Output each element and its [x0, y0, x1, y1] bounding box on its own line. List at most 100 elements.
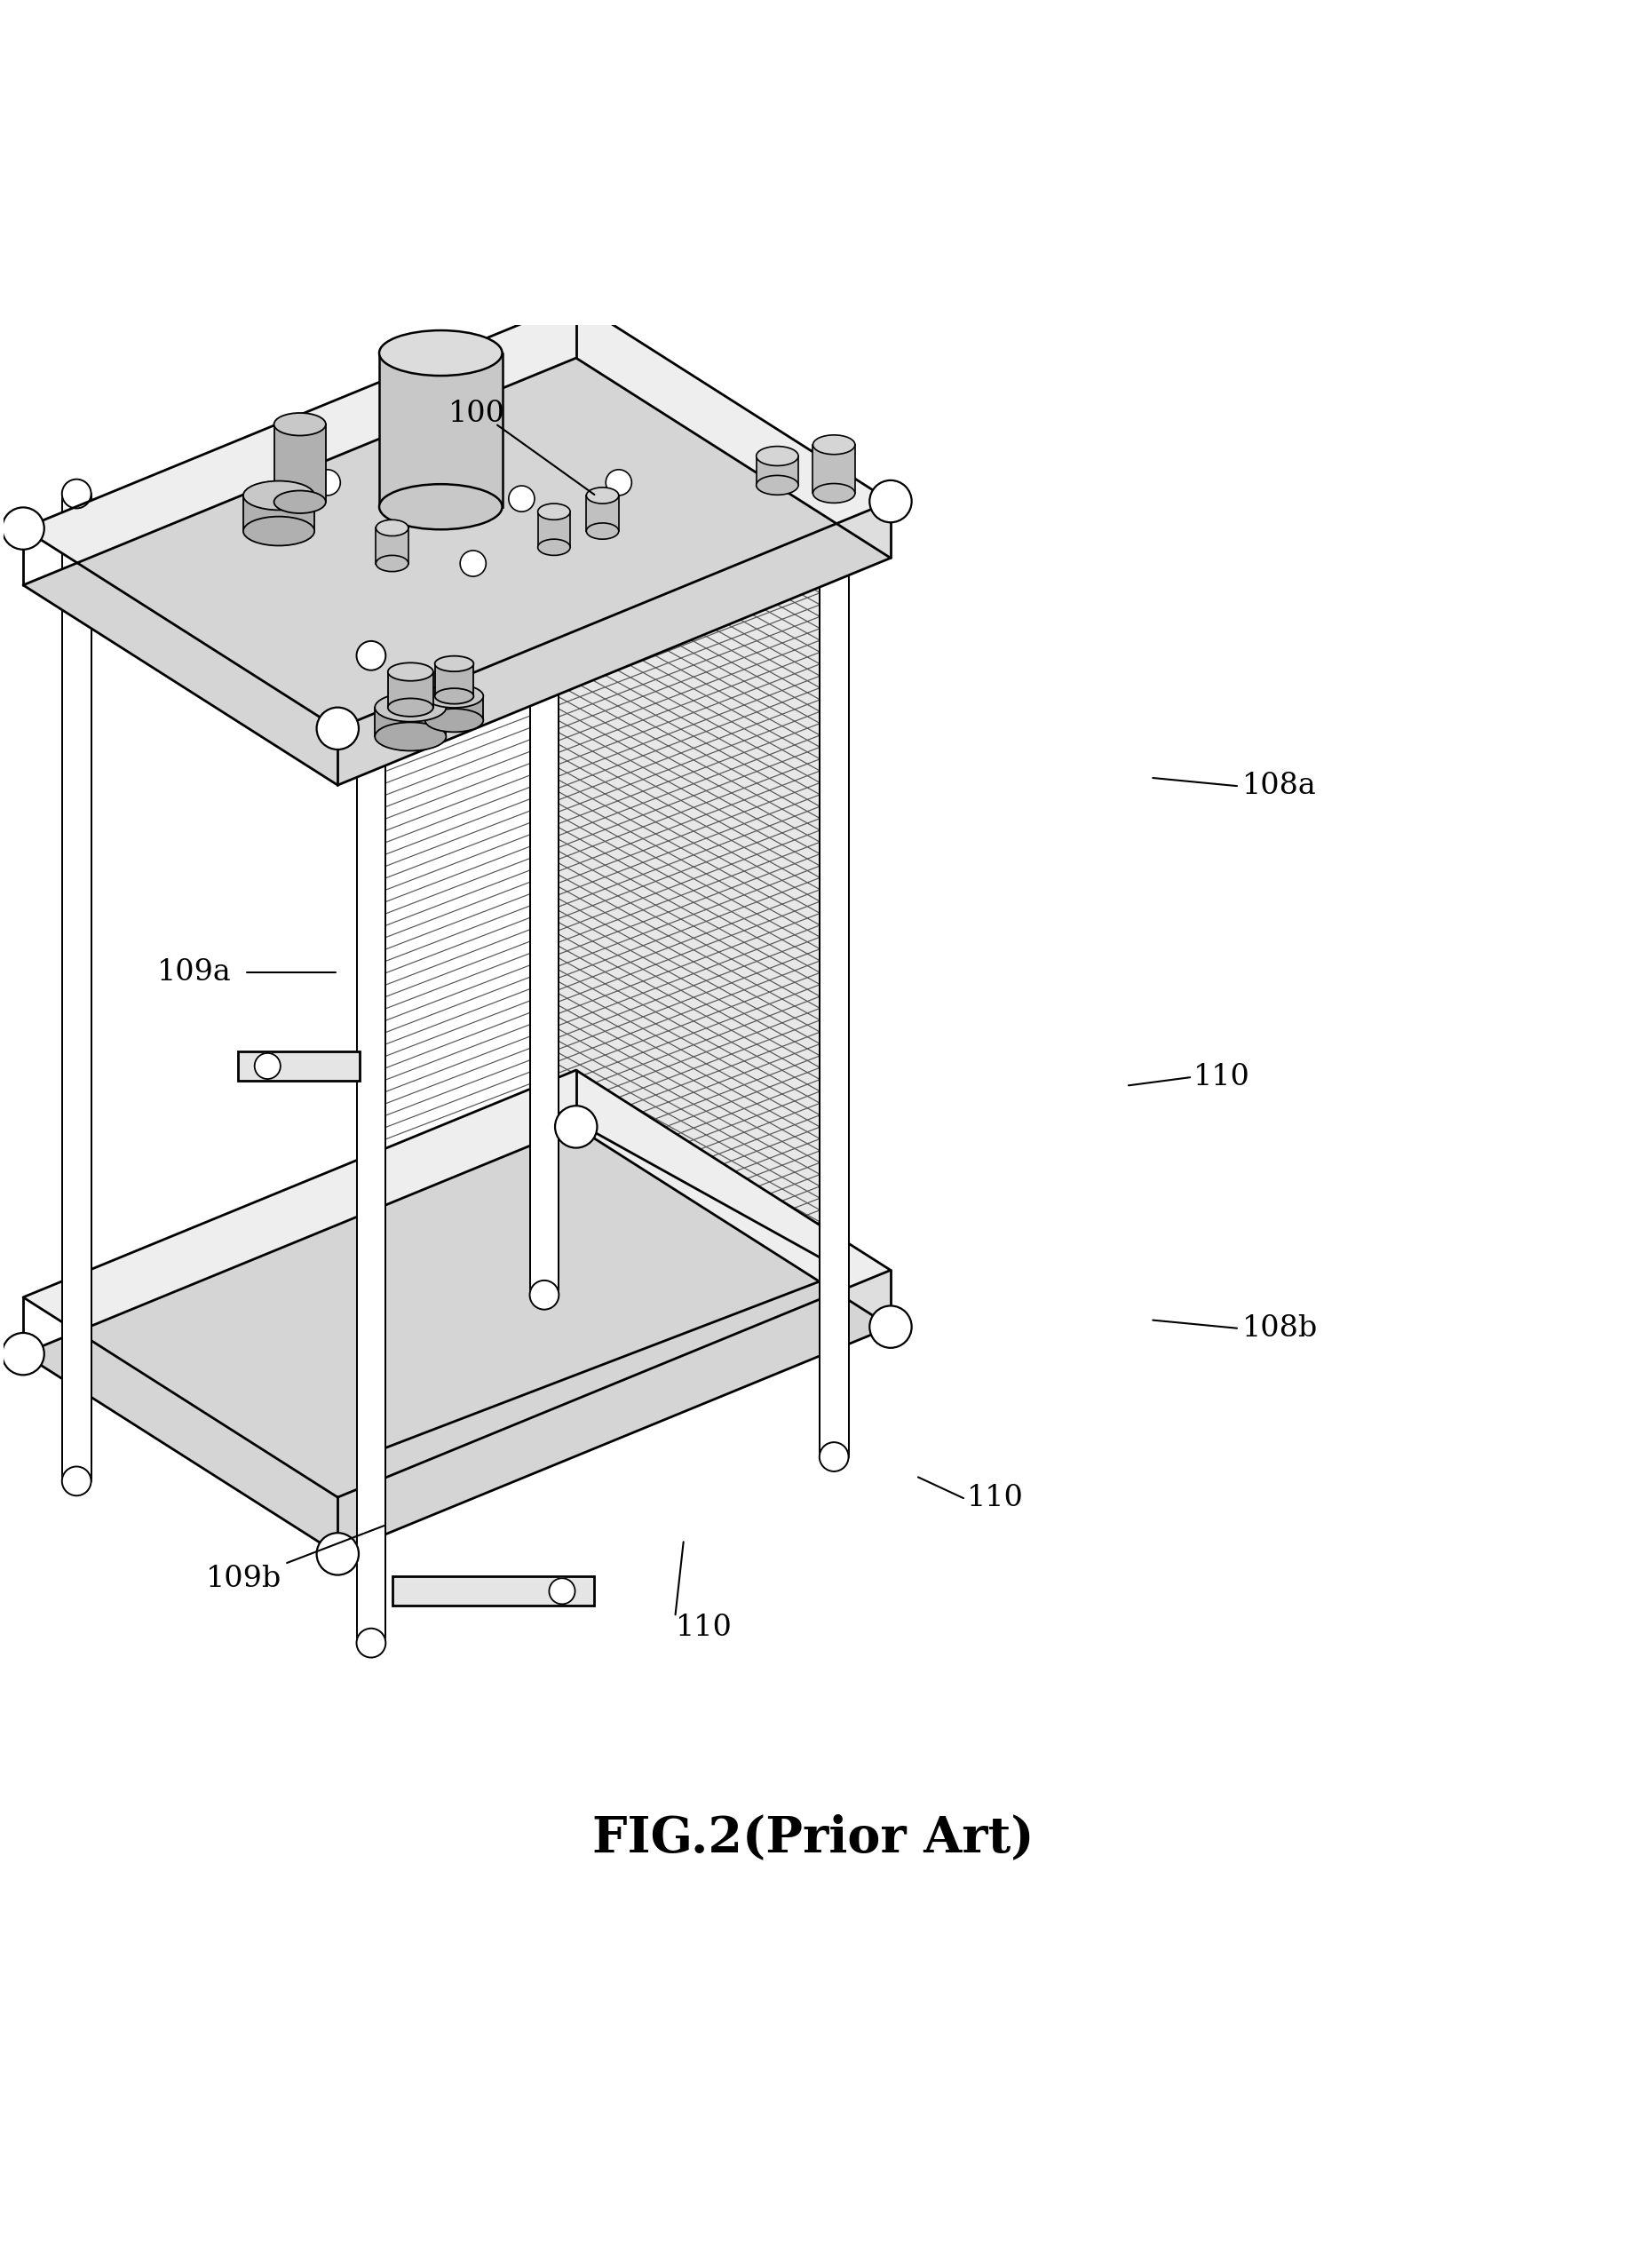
- Polygon shape: [359, 560, 845, 1458]
- Ellipse shape: [427, 274, 499, 302]
- Circle shape: [819, 1442, 848, 1472]
- Ellipse shape: [427, 245, 499, 274]
- Text: 110: 110: [674, 1613, 731, 1642]
- Circle shape: [356, 642, 385, 671]
- Text: 110: 110: [1193, 1064, 1250, 1091]
- Circle shape: [255, 1052, 280, 1080]
- Ellipse shape: [434, 655, 473, 671]
- Polygon shape: [62, 494, 91, 1481]
- Ellipse shape: [473, 249, 549, 281]
- Text: 110: 110: [967, 1483, 1022, 1513]
- Ellipse shape: [375, 519, 408, 535]
- Circle shape: [530, 293, 559, 322]
- Ellipse shape: [538, 503, 570, 519]
- Polygon shape: [434, 665, 473, 696]
- Polygon shape: [275, 424, 325, 501]
- Ellipse shape: [375, 721, 445, 751]
- Polygon shape: [819, 469, 848, 1456]
- Ellipse shape: [244, 481, 314, 510]
- Polygon shape: [338, 1270, 891, 1554]
- Text: 108b: 108b: [1242, 1313, 1316, 1343]
- Circle shape: [549, 1579, 575, 1603]
- Text: FIG.2(Prior Art): FIG.2(Prior Art): [592, 1814, 1034, 1862]
- Polygon shape: [488, 225, 535, 265]
- Ellipse shape: [382, 243, 447, 270]
- Polygon shape: [244, 494, 314, 531]
- Circle shape: [2, 508, 44, 549]
- Circle shape: [317, 1533, 359, 1574]
- Ellipse shape: [538, 540, 570, 556]
- Ellipse shape: [375, 556, 408, 572]
- Ellipse shape: [488, 256, 535, 274]
- Circle shape: [509, 485, 535, 513]
- Polygon shape: [575, 1070, 890, 1327]
- Polygon shape: [392, 1576, 595, 1606]
- Ellipse shape: [587, 488, 619, 503]
- Ellipse shape: [440, 249, 486, 268]
- Ellipse shape: [379, 331, 502, 376]
- Ellipse shape: [382, 270, 447, 295]
- Circle shape: [356, 1628, 385, 1658]
- Polygon shape: [338, 501, 891, 785]
- Text: 109b: 109b: [206, 1565, 281, 1594]
- Polygon shape: [575, 302, 890, 558]
- Polygon shape: [375, 708, 445, 737]
- Polygon shape: [427, 259, 499, 288]
- Polygon shape: [23, 1070, 890, 1497]
- Polygon shape: [23, 302, 890, 728]
- Ellipse shape: [388, 662, 432, 680]
- Circle shape: [530, 1281, 559, 1309]
- Circle shape: [2, 1334, 44, 1374]
- Ellipse shape: [434, 687, 473, 703]
- Circle shape: [314, 469, 340, 494]
- Ellipse shape: [756, 476, 798, 494]
- Polygon shape: [68, 397, 845, 746]
- Ellipse shape: [424, 685, 483, 708]
- Ellipse shape: [388, 699, 432, 717]
- Ellipse shape: [393, 215, 436, 231]
- Polygon shape: [812, 445, 855, 492]
- Circle shape: [62, 1467, 91, 1495]
- Circle shape: [819, 456, 848, 483]
- Polygon shape: [356, 655, 385, 1642]
- Ellipse shape: [424, 708, 483, 733]
- Polygon shape: [379, 354, 502, 506]
- Polygon shape: [382, 256, 447, 281]
- Ellipse shape: [379, 483, 502, 528]
- Ellipse shape: [275, 490, 325, 513]
- Ellipse shape: [244, 517, 314, 547]
- Ellipse shape: [375, 694, 445, 721]
- Ellipse shape: [393, 247, 436, 265]
- Ellipse shape: [812, 435, 855, 454]
- Polygon shape: [23, 1127, 890, 1554]
- Polygon shape: [388, 671, 432, 708]
- Ellipse shape: [275, 413, 325, 435]
- Ellipse shape: [488, 215, 535, 236]
- Ellipse shape: [756, 447, 798, 465]
- Circle shape: [460, 551, 486, 576]
- Polygon shape: [393, 225, 436, 256]
- Polygon shape: [440, 225, 486, 259]
- Text: 108a: 108a: [1242, 771, 1316, 801]
- Polygon shape: [424, 696, 483, 721]
- Circle shape: [869, 1306, 912, 1347]
- Circle shape: [606, 469, 632, 494]
- Circle shape: [317, 708, 359, 748]
- Ellipse shape: [812, 483, 855, 503]
- Ellipse shape: [587, 524, 619, 540]
- Text: 109a: 109a: [158, 957, 232, 987]
- Circle shape: [554, 1107, 596, 1148]
- Polygon shape: [375, 528, 408, 562]
- Circle shape: [554, 281, 596, 322]
- Polygon shape: [530, 308, 559, 1295]
- Polygon shape: [239, 1052, 359, 1080]
- Circle shape: [62, 479, 91, 508]
- Text: 100: 100: [449, 399, 505, 429]
- Polygon shape: [473, 265, 549, 297]
- Polygon shape: [538, 513, 570, 547]
- Ellipse shape: [473, 284, 549, 313]
- Polygon shape: [587, 494, 619, 531]
- Polygon shape: [23, 358, 890, 785]
- Ellipse shape: [440, 215, 486, 234]
- Polygon shape: [756, 456, 798, 485]
